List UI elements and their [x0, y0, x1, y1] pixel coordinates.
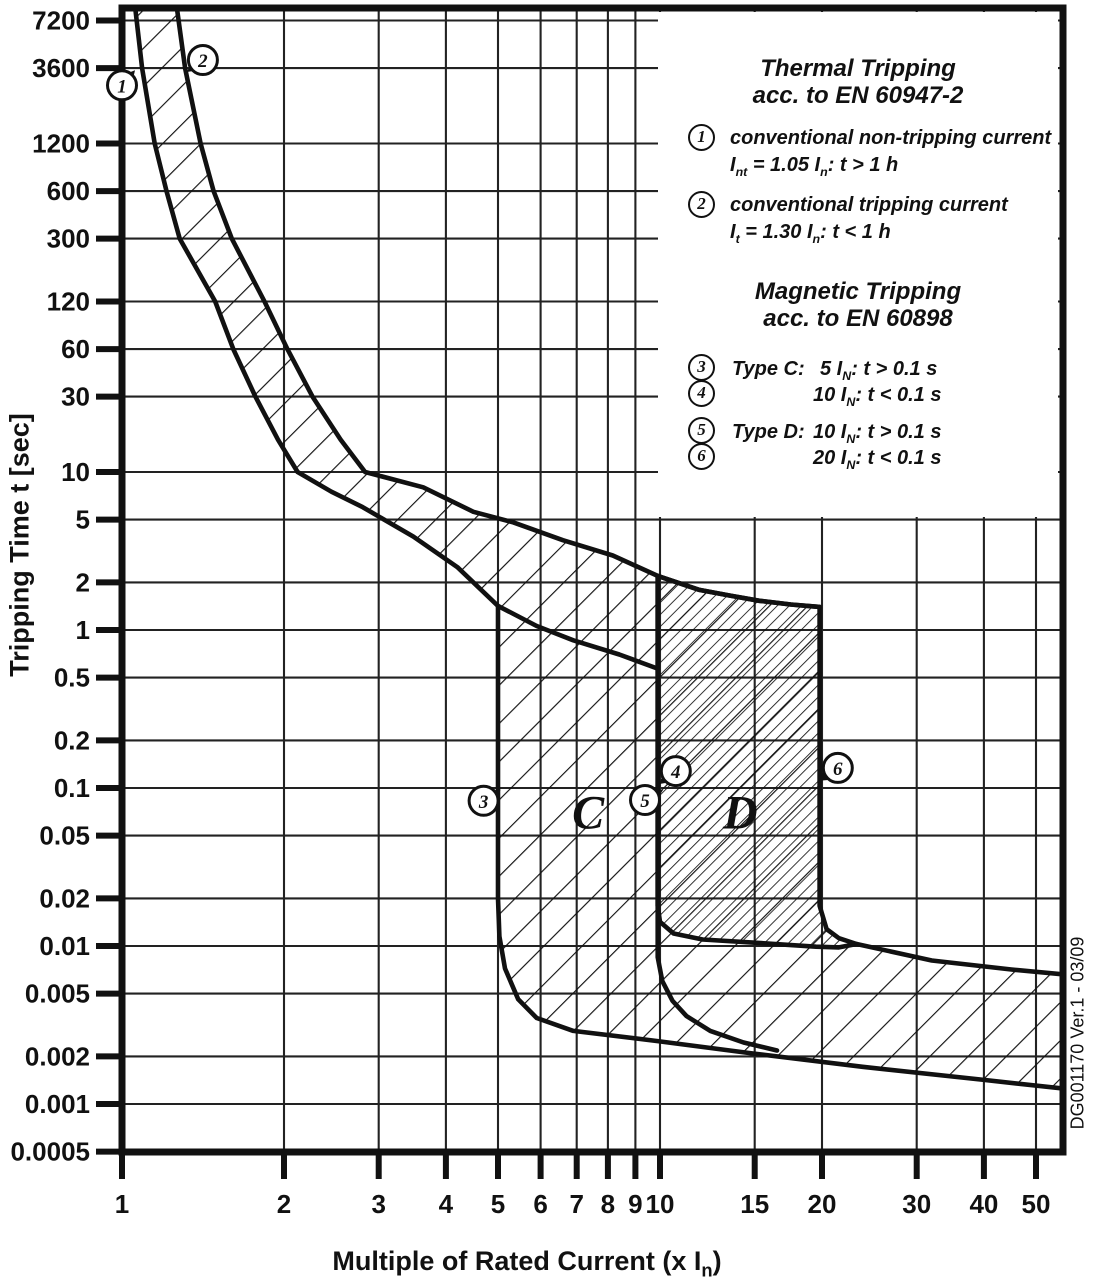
- x-tick-label: 30: [902, 1189, 931, 1219]
- y-tick-label: 0.5: [54, 663, 90, 693]
- marker-2-number: 2: [197, 51, 208, 72]
- y-tick-label: 3600: [32, 53, 90, 83]
- legend-item-3-formula: 5 IN: t > 0.1 s: [820, 358, 938, 383]
- x-tick-label: 40: [969, 1189, 998, 1219]
- y-tick-label: 0.0005: [10, 1137, 90, 1167]
- marker-3-number: 3: [478, 792, 489, 813]
- region-label-C: C: [572, 787, 605, 840]
- y-tick-label: 0.2: [54, 725, 90, 755]
- trip-bands: [133, 11, 1060, 1091]
- y-tick-label: 0.05: [39, 821, 90, 851]
- x-axis-subscript: n: [701, 1259, 713, 1280]
- legend-marker-4-icon: 4: [688, 380, 715, 407]
- marker-6-number: 6: [833, 759, 843, 780]
- legend-item-5-formula: 10 IN: t > 0.1 s: [813, 421, 942, 446]
- x-tick-label: 2: [277, 1189, 291, 1219]
- magnetic-legend-title: Magnetic Tripping: [754, 278, 962, 305]
- y-tick-label: 0.01: [39, 931, 90, 961]
- axis-ticks-and-labels: 7200360012006003001206030105210.50.20.10…: [10, 6, 1050, 1220]
- y-tick-label: 0.02: [39, 883, 90, 913]
- legend-item-2-formula: It = 1.30 In: t < 1 h: [730, 221, 891, 246]
- y-tick-label: 1: [76, 615, 90, 645]
- y-tick-label: 10: [61, 457, 90, 487]
- thermal-lower-limit-curve: [133, 11, 660, 671]
- thermal-legend-subtitle: acc. to EN 60947-2: [752, 82, 964, 109]
- y-axis-title: Tripping Time t [sec]: [4, 413, 35, 677]
- x-tick-label: 15: [740, 1189, 769, 1219]
- x-tick-label: 9: [628, 1189, 642, 1219]
- legend-item-4-formula: 10 IN: t < 0.1 s: [813, 384, 942, 409]
- legend-item-6-formula: 20 IN: t < 0.1 s: [813, 447, 942, 472]
- y-tick-label: 60: [61, 334, 90, 364]
- c-right-boundary-curve: [655, 573, 780, 1053]
- y-tick-label: 30: [61, 382, 90, 412]
- c-band-hatch-region: [135, 11, 1060, 1089]
- y-tick-label: 0.001: [25, 1089, 90, 1119]
- y-tick-label: 0.005: [25, 979, 90, 1009]
- thermal-upper-limit-curve: [174, 11, 822, 610]
- legend-type-c-label: Type C:: [732, 358, 805, 380]
- y-tick-label: 1200: [32, 129, 90, 159]
- x-tick-label: 1: [115, 1189, 129, 1219]
- legend-type-d-label: Type D:: [732, 421, 805, 443]
- legend-item-2-text: conventional tripping current: [730, 194, 1008, 216]
- x-axis-title: Multiple of Rated Current (x In): [332, 1246, 722, 1280]
- x-tick-label: 8: [601, 1189, 615, 1219]
- marker-3-circle-icon: [467, 784, 500, 817]
- y-tick-label: 0.002: [25, 1041, 90, 1071]
- legend-item-1-formula: Int = 1.05 In: t > 1 h: [730, 154, 899, 179]
- y-tick-label: 7200: [32, 6, 90, 36]
- region-label-D: D: [722, 787, 758, 840]
- instantaneous-band-upper-limit-curve: [854, 941, 1060, 977]
- thermal-legend-title: Thermal Tripping: [760, 55, 956, 82]
- x-tick-label: 20: [808, 1189, 837, 1219]
- marker-5-circle-icon: [629, 784, 661, 816]
- c-left-and-instantaneous-lower-limit-curve: [495, 603, 1060, 1091]
- legend-marker-3-icon: 3: [688, 354, 715, 381]
- y-tick-label: 600: [47, 176, 90, 206]
- y-tick-label: 120: [47, 287, 90, 317]
- x-tick-label: 7: [569, 1189, 583, 1219]
- legend-marker-6-icon: 6: [688, 443, 715, 470]
- marker-1-circle-icon: [106, 69, 138, 102]
- x-tick-label: 6: [533, 1189, 547, 1219]
- plot-frame: [118, 4, 1067, 1156]
- legend-marker-2-icon: 2: [688, 191, 715, 218]
- x-tick-label: 3: [371, 1189, 385, 1219]
- y-tick-label: 300: [47, 224, 90, 254]
- marker-6-circle-icon: [821, 751, 854, 784]
- y-tick-label: 0.1: [54, 773, 90, 803]
- marker-1-number: 1: [117, 76, 127, 97]
- legend-marker-1-icon: 1: [688, 124, 715, 151]
- x-tick-label: 5: [491, 1189, 505, 1219]
- legend-panel: Thermal Tripping acc. to EN 60947-2 1 co…: [658, 12, 1058, 517]
- document-reference: DG001170 Ver.1 - 03/09: [1067, 936, 1088, 1130]
- y-tick-label: 2: [76, 567, 90, 597]
- y-tick-label: 5: [76, 505, 90, 535]
- legend-item-1-text: conventional non-tripping current: [730, 127, 1052, 149]
- x-tick-label: 50: [1022, 1189, 1051, 1219]
- marker-2-circle-icon: [186, 44, 219, 76]
- x-tick-label: 4: [439, 1189, 454, 1219]
- legend-marker-5-icon: 5: [688, 417, 715, 444]
- x-tick-label: 10: [646, 1189, 675, 1219]
- magnetic-legend-subtitle: acc. to EN 60898: [763, 305, 953, 332]
- marker-4-circle-icon: [659, 755, 692, 788]
- marker-5-number: 5: [640, 791, 650, 812]
- marker-4-number: 4: [670, 762, 681, 783]
